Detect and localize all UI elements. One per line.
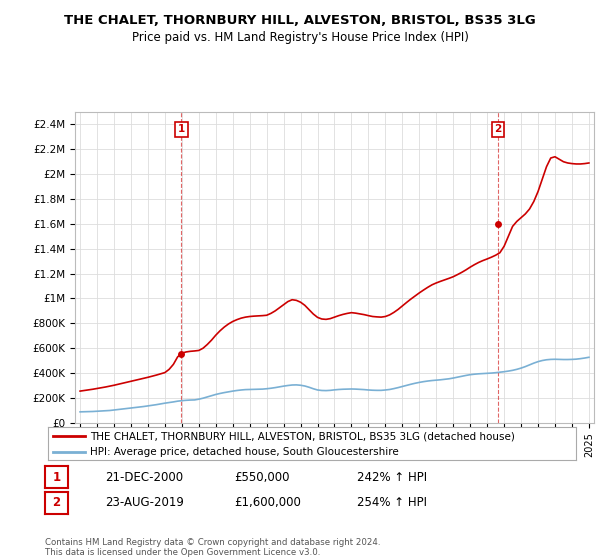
Text: 1: 1	[52, 470, 61, 484]
Text: 2: 2	[52, 496, 61, 510]
Text: Price paid vs. HM Land Registry's House Price Index (HPI): Price paid vs. HM Land Registry's House …	[131, 31, 469, 44]
Text: £550,000: £550,000	[234, 470, 290, 484]
Text: Contains HM Land Registry data © Crown copyright and database right 2024.
This d: Contains HM Land Registry data © Crown c…	[45, 538, 380, 557]
Text: 242% ↑ HPI: 242% ↑ HPI	[357, 470, 427, 484]
Text: 254% ↑ HPI: 254% ↑ HPI	[357, 496, 427, 510]
Text: 1: 1	[178, 124, 185, 134]
Text: 2: 2	[494, 124, 502, 134]
Text: THE CHALET, THORNBURY HILL, ALVESTON, BRISTOL, BS35 3LG (detached house): THE CHALET, THORNBURY HILL, ALVESTON, BR…	[90, 431, 515, 441]
Text: 21-DEC-2000: 21-DEC-2000	[105, 470, 183, 484]
Text: 23-AUG-2019: 23-AUG-2019	[105, 496, 184, 510]
Text: THE CHALET, THORNBURY HILL, ALVESTON, BRISTOL, BS35 3LG: THE CHALET, THORNBURY HILL, ALVESTON, BR…	[64, 14, 536, 27]
Text: £1,600,000: £1,600,000	[234, 496, 301, 510]
Text: HPI: Average price, detached house, South Gloucestershire: HPI: Average price, detached house, Sout…	[90, 447, 399, 457]
